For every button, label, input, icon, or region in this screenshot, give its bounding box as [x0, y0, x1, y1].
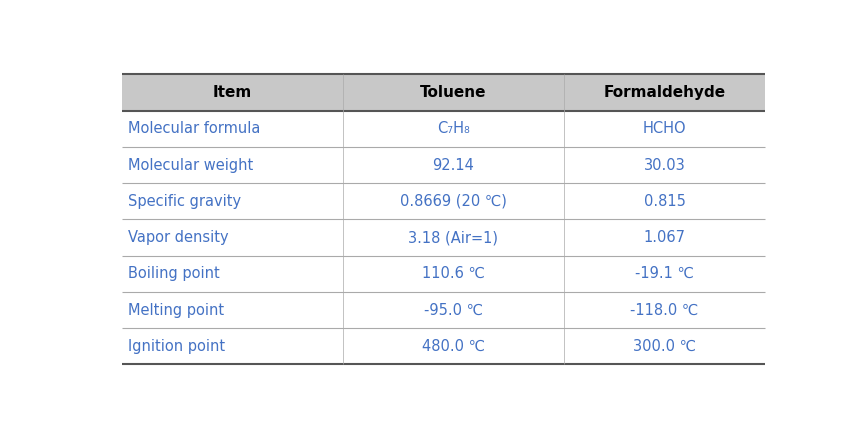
- Text: -95.0 ℃: -95.0 ℃: [424, 303, 483, 318]
- Text: C₇H₈: C₇H₈: [437, 121, 470, 136]
- Text: Vapor density: Vapor density: [128, 230, 229, 245]
- Text: 3.18 (Air=1): 3.18 (Air=1): [408, 230, 498, 245]
- Text: Formaldehyde: Formaldehyde: [604, 85, 726, 100]
- Text: 110.6 ℃: 110.6 ℃: [422, 266, 484, 281]
- Text: Toluene: Toluene: [420, 85, 487, 100]
- Text: Item: Item: [213, 85, 252, 100]
- Text: 300.0 ℃: 300.0 ℃: [633, 339, 696, 354]
- Text: 0.8669 (20 ℃): 0.8669 (20 ℃): [400, 194, 507, 209]
- Text: 30.03: 30.03: [644, 158, 685, 172]
- Text: Melting point: Melting point: [128, 303, 224, 318]
- Text: Molecular formula: Molecular formula: [128, 121, 260, 136]
- Text: 0.815: 0.815: [644, 194, 685, 209]
- Text: Boiling point: Boiling point: [128, 266, 220, 281]
- Text: HCHO: HCHO: [643, 121, 686, 136]
- Text: Ignition point: Ignition point: [128, 339, 226, 354]
- Text: Molecular weight: Molecular weight: [128, 158, 253, 172]
- Text: 92.14: 92.14: [432, 158, 474, 172]
- Text: 480.0 ℃: 480.0 ℃: [422, 339, 485, 354]
- Text: Specific gravity: Specific gravity: [128, 194, 241, 209]
- Text: 1.067: 1.067: [644, 230, 686, 245]
- Text: -19.1 ℃: -19.1 ℃: [635, 266, 694, 281]
- Text: -118.0 ℃: -118.0 ℃: [631, 303, 699, 318]
- Bar: [121, 74, 766, 111]
